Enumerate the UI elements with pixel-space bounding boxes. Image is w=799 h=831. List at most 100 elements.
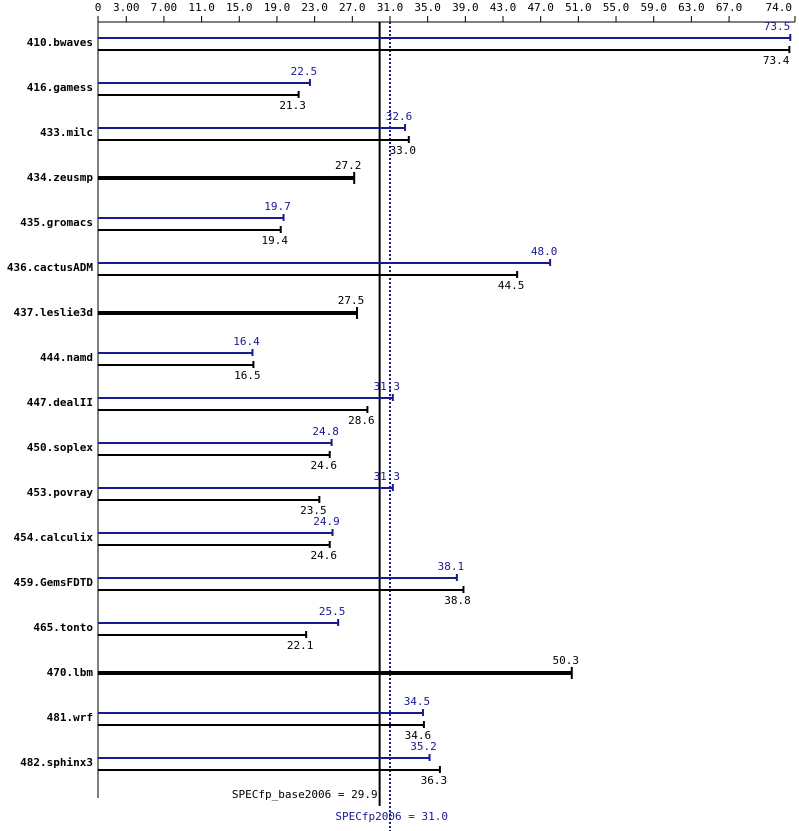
value-label: 23.5 — [300, 504, 327, 517]
value-label: 35.2 — [410, 740, 437, 753]
value-label: 31.3 — [374, 470, 401, 483]
value-label: 73.4 — [763, 54, 790, 67]
x-tick-label: 43.0 — [490, 1, 517, 14]
bar — [98, 769, 440, 771]
x-tick-label: 27.0 — [339, 1, 366, 14]
bar — [98, 352, 253, 354]
x-tick-label: 11.0 — [188, 1, 215, 14]
category-label: 450.soplex — [27, 441, 94, 454]
value-label: 19.4 — [261, 234, 288, 247]
x-tick-label: 39.0 — [452, 1, 479, 14]
value-label: 21.3 — [279, 99, 306, 112]
bar — [98, 397, 393, 399]
value-label: 27.5 — [338, 294, 365, 307]
x-tick-label: 74.0 — [766, 1, 793, 14]
x-tick-label: 7.00 — [151, 1, 178, 14]
bar — [98, 49, 790, 51]
value-label: 24.6 — [310, 549, 337, 562]
category-label: 436.cactusADM — [7, 261, 93, 274]
category-label: 434.zeusmp — [27, 171, 94, 184]
category-label: 437.leslie3d — [14, 306, 93, 319]
x-tick-label: 0 — [95, 1, 102, 14]
value-label: 34.5 — [404, 695, 431, 708]
value-label: 16.4 — [233, 335, 260, 348]
x-tick-label: 55.0 — [603, 1, 630, 14]
bar — [98, 217, 284, 219]
x-tick-label: 19.0 — [264, 1, 291, 14]
bar — [98, 454, 330, 456]
bar — [98, 589, 464, 591]
category-label: 444.namd — [40, 351, 93, 364]
category-label: 433.milc — [40, 126, 93, 139]
category-label: 454.calculix — [14, 531, 94, 544]
value-label: 24.8 — [312, 425, 339, 438]
value-label: 48.0 — [531, 245, 558, 258]
value-label: 22.5 — [291, 65, 318, 78]
value-label: 50.3 — [553, 654, 580, 667]
x-tick-label: 35.0 — [414, 1, 441, 14]
category-label: 470.lbm — [47, 666, 94, 679]
value-label: 28.6 — [348, 414, 375, 427]
reference-label: SPECfp2006 = 31.0 — [335, 810, 448, 823]
bar — [98, 311, 358, 315]
x-tick-label: 31.0 — [377, 1, 404, 14]
bar — [98, 622, 339, 624]
category-label: 416.gamess — [27, 81, 93, 94]
value-label: 38.1 — [438, 560, 465, 573]
bar — [98, 442, 332, 444]
bar — [98, 127, 406, 129]
x-tick-label: 63.0 — [678, 1, 705, 14]
x-tick-label: 3.00 — [113, 1, 140, 14]
value-label: 73.5 — [764, 20, 791, 33]
category-label: 447.dealII — [27, 396, 93, 409]
bar — [98, 757, 430, 759]
x-tick-label: 51.0 — [565, 1, 592, 14]
bar — [98, 409, 368, 411]
value-label: 31.3 — [374, 380, 401, 393]
bar — [98, 94, 299, 96]
bar — [98, 634, 307, 636]
value-label: 24.6 — [310, 459, 337, 472]
value-label: 22.1 — [287, 639, 314, 652]
x-tick-label: 15.0 — [226, 1, 253, 14]
value-label: 38.8 — [444, 594, 471, 607]
value-label: 25.5 — [319, 605, 346, 618]
bar — [98, 176, 355, 180]
bar — [98, 82, 310, 84]
value-label: 24.9 — [313, 515, 340, 528]
bar — [98, 229, 281, 231]
bar — [98, 364, 254, 366]
value-label: 33.0 — [390, 144, 417, 157]
x-tick-label: 67.0 — [716, 1, 743, 14]
bar — [98, 671, 572, 675]
category-label: 482.sphinx3 — [20, 756, 93, 769]
reference-label: SPECfp_base2006 = 29.9 — [232, 788, 378, 801]
category-label: 453.povray — [27, 486, 94, 499]
value-label: 27.2 — [335, 159, 362, 172]
x-tick-label: 59.0 — [640, 1, 667, 14]
bar — [98, 544, 330, 546]
x-tick-label: 47.0 — [527, 1, 554, 14]
bar — [98, 724, 424, 726]
bar — [98, 37, 791, 39]
value-label: 36.3 — [421, 774, 448, 787]
category-label: 435.gromacs — [20, 216, 93, 229]
bar — [98, 274, 518, 276]
bar — [98, 712, 423, 714]
category-label: 465.tonto — [33, 621, 93, 634]
x-tick-label: 23.0 — [301, 1, 328, 14]
bar — [98, 487, 393, 489]
value-label: 44.5 — [498, 279, 525, 292]
bar — [98, 139, 409, 141]
value-label: 19.7 — [264, 200, 291, 213]
bar — [98, 577, 457, 579]
bar — [98, 532, 333, 534]
category-label: 481.wrf — [47, 711, 93, 724]
bar — [98, 262, 551, 264]
value-label: 16.5 — [234, 369, 261, 382]
value-label: 34.6 — [405, 729, 432, 742]
category-label: 410.bwaves — [27, 36, 93, 49]
bar — [98, 499, 320, 501]
